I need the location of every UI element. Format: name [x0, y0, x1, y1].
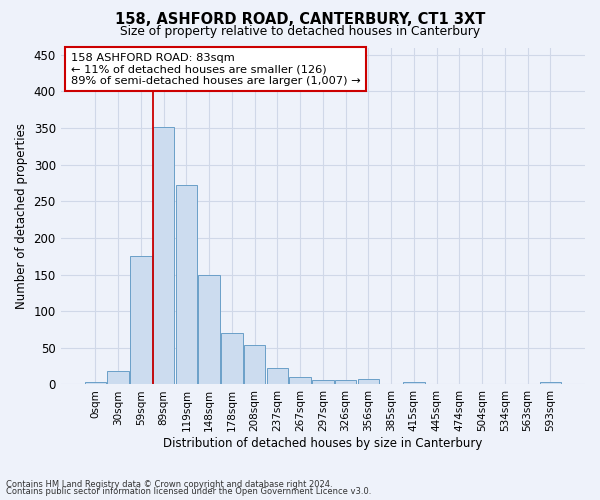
Bar [312, 380, 334, 384]
Bar [289, 377, 311, 384]
Bar [176, 185, 197, 384]
Y-axis label: Number of detached properties: Number of detached properties [15, 123, 28, 309]
Bar [198, 274, 220, 384]
Text: 158 ASHFORD ROAD: 83sqm
← 11% of detached houses are smaller (126)
89% of semi-d: 158 ASHFORD ROAD: 83sqm ← 11% of detache… [71, 52, 361, 86]
Bar [403, 382, 425, 384]
Bar [85, 382, 106, 384]
Bar [153, 126, 175, 384]
Bar [358, 380, 379, 384]
Bar [130, 256, 152, 384]
X-axis label: Distribution of detached houses by size in Canterbury: Distribution of detached houses by size … [163, 437, 482, 450]
Bar [539, 382, 561, 384]
Text: Size of property relative to detached houses in Canterbury: Size of property relative to detached ho… [120, 25, 480, 38]
Bar [107, 372, 129, 384]
Bar [335, 380, 356, 384]
Text: Contains HM Land Registry data © Crown copyright and database right 2024.: Contains HM Land Registry data © Crown c… [6, 480, 332, 489]
Text: Contains public sector information licensed under the Open Government Licence v3: Contains public sector information licen… [6, 487, 371, 496]
Text: 158, ASHFORD ROAD, CANTERBURY, CT1 3XT: 158, ASHFORD ROAD, CANTERBURY, CT1 3XT [115, 12, 485, 28]
Bar [221, 333, 242, 384]
Bar [244, 345, 265, 385]
Bar [266, 368, 288, 384]
